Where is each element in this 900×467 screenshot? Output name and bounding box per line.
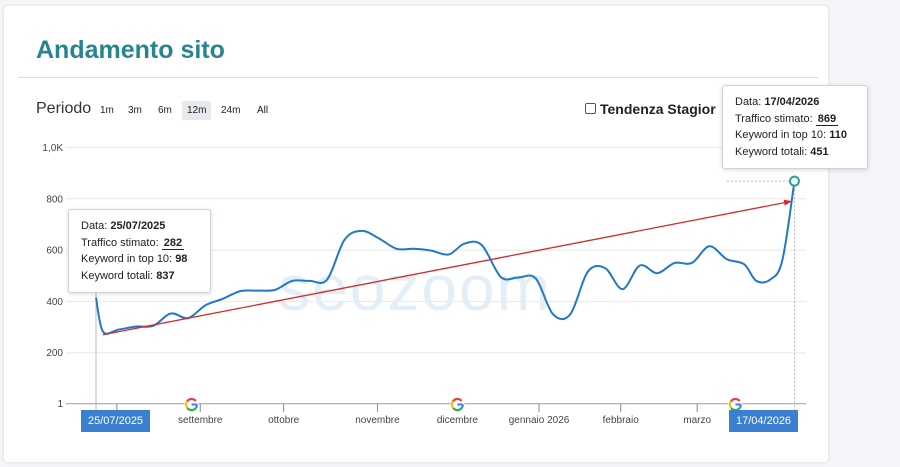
range-button-1m[interactable]: 1m (100, 105, 114, 116)
tooltip-end-total: 451 (810, 145, 829, 158)
tooltip-start-top10: 98 (175, 253, 188, 265)
watermark-text: seozoom (278, 252, 552, 324)
tooltip-start-date: 25/07/2025 (110, 220, 166, 232)
x-tick-label: novembre (355, 415, 400, 426)
trend-arrow (102, 199, 792, 336)
end-date-badge: 17/04/2026 (729, 410, 799, 432)
y-tick-label: 1,0K (42, 143, 63, 154)
google-update-icon[interactable] (450, 397, 465, 412)
title-divider (18, 77, 818, 78)
traffic-series-line (95, 180, 796, 335)
tooltip-end-top10: 110 (829, 129, 847, 141)
tooltip-end-traffic-label: Traffico stimato: (735, 112, 813, 125)
y-tick-label: 600 (46, 246, 63, 257)
x-tick-label: febbraio (603, 415, 640, 426)
x-tick-label: marzo (683, 415, 711, 426)
y-tick-label: 800 (46, 194, 63, 205)
y-tick-label: 1 (57, 399, 63, 410)
tooltip-start-traffic-label: Traffico stimato: (81, 236, 159, 249)
tooltip-start-total: 837 (156, 269, 175, 282)
x-tick-label: gennaio 2026 (509, 415, 570, 426)
range-button-6m[interactable]: 6m (158, 105, 172, 116)
x-tick-label: ottobre (268, 415, 300, 426)
x-tick-label: settembre (178, 415, 223, 426)
y-tick-label: 400 (46, 297, 63, 308)
tooltip-start-date-label: Data: (81, 220, 108, 232)
tooltip-end-date-label: Data: (735, 96, 762, 108)
seasonal-trend-toggle[interactable]: Tendenza Stagior (585, 101, 716, 117)
end-point-marker[interactable] (788, 175, 800, 187)
tooltip-start-top10-label: Keyword in top 10: (81, 253, 173, 265)
tooltip-end-traffic: 869 (815, 112, 839, 126)
x-tick-label: dicembre (437, 415, 479, 426)
seasonal-trend-checkbox[interactable] (585, 103, 596, 114)
y-tick-label: 200 (46, 348, 63, 359)
google-update-icon[interactable] (728, 397, 743, 412)
google-update-icon[interactable] (184, 397, 199, 412)
tooltip-start-traffic: 282 (161, 236, 185, 250)
period-label: Periodo (36, 100, 92, 117)
tooltip-end-date: 17/04/2026 (764, 96, 820, 108)
tooltip-end-total-label: Keyword totali: (735, 145, 808, 158)
range-button-12m[interactable]: 12m (182, 101, 212, 120)
tooltip-end: Data: 17/04/2026 Traffico stimato: 869 K… (722, 85, 868, 169)
seasonal-trend-label: Tendenza Stagior (600, 101, 716, 117)
tooltip-start-total-label: Keyword totali: (81, 269, 154, 282)
range-button-24m[interactable]: 24m (221, 105, 241, 116)
range-button-all[interactable]: All (257, 105, 269, 116)
page-title: Andamento sito (36, 36, 225, 64)
range-button-3m[interactable]: 3m (128, 105, 142, 116)
tooltip-end-top10-label: Keyword in top 10: (735, 129, 827, 141)
start-date-badge: 25/07/2025 (81, 410, 151, 432)
tooltip-start: Data: 25/07/2025 Traffico stimato: 282 K… (68, 209, 211, 293)
